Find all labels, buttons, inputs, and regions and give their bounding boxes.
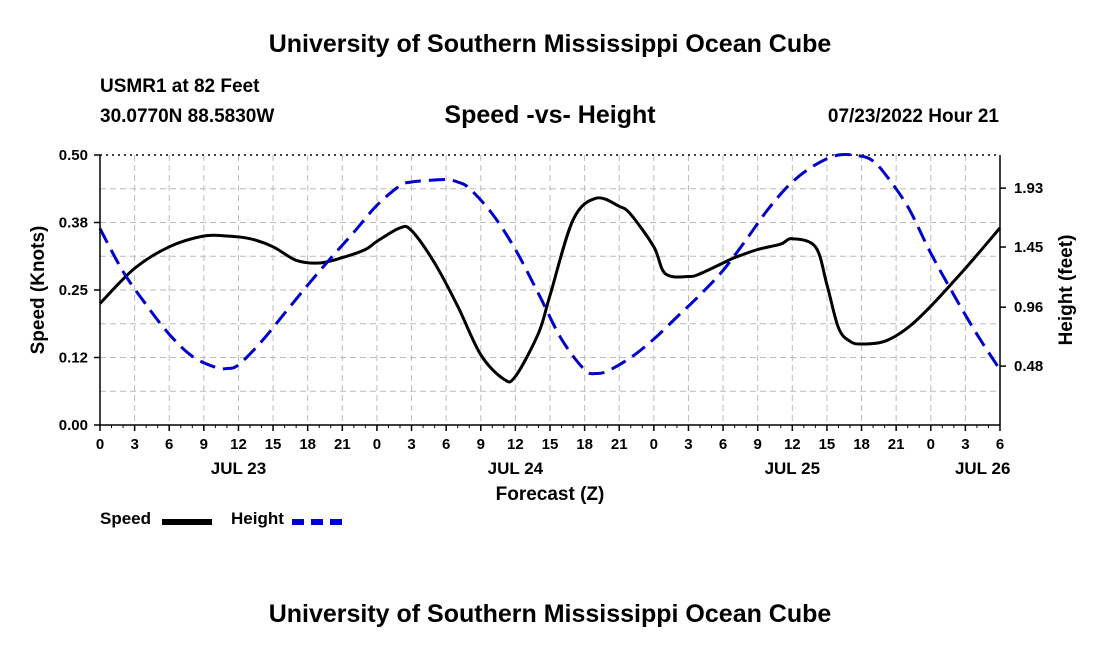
x-tick-label: 12 (230, 436, 247, 453)
series-layer (98, 152, 1002, 384)
x-axis-title: Forecast (Z) (496, 484, 605, 505)
x-tick-label: 18 (853, 436, 870, 453)
x-tick-label: 15 (265, 436, 282, 453)
date-label: JUL 25 (765, 459, 820, 478)
speed-series-line (98, 196, 1002, 384)
y-axis-title: Speed (Knots) (28, 226, 49, 355)
x-tick-label: 6 (719, 436, 727, 453)
x-tick-label: 0 (373, 436, 381, 453)
x-tick-label: 9 (200, 436, 208, 453)
y2-tick-label: 1.93 (1014, 180, 1043, 197)
top-title: University of Southern Mississippi Ocean… (268, 30, 832, 58)
y2-tick-label: 1.45 (1014, 239, 1043, 256)
x-tick-label: 12 (507, 436, 524, 453)
x-tick-label: 15 (542, 436, 559, 453)
speed-height-chart: 0 3 6 9 12 15 18 21 0 3 6 9 12 15 18 21 0 3 6 9 12 15 18 21 0 3 6 J… (28, 147, 1077, 505)
y-tick-label: 0.38 (59, 215, 88, 232)
location-label: 30.0770N 88.5830W (100, 106, 275, 127)
x-tick-label: 9 (477, 436, 485, 453)
date-label: JUL 24 (488, 459, 544, 478)
y-tick-label: 0.00 (59, 417, 88, 434)
x-tick-label: 3 (407, 436, 415, 453)
x-tick-label: 3 (684, 436, 692, 453)
timestamp-label: 07/23/2022 Hour 21 (827, 106, 999, 127)
x-tick-label: 21 (888, 436, 905, 453)
x-tick-label: 21 (334, 436, 351, 453)
chart-title: Speed -vs- Height (444, 101, 656, 129)
bottom-title: University of Southern Mississippi Ocean… (268, 600, 832, 628)
axis-layer: 0 3 6 9 12 15 18 21 0 3 6 9 12 15 18 21 0 3 6 9 12 15 18 21 0 3 6 J… (28, 147, 1077, 505)
date-label: JUL 26 (955, 459, 1010, 478)
x-tick-label: 18 (576, 436, 593, 453)
x-tick-label: 21 (611, 436, 628, 453)
y-tick-label: 0.25 (59, 282, 88, 299)
y2-axis-title: Height (feet) (1056, 235, 1077, 346)
x-tick-label: 18 (299, 436, 316, 453)
date-label: JUL 23 (211, 459, 266, 478)
x-tick-label: 3 (961, 436, 969, 453)
x-tick-label: 0 (650, 436, 658, 453)
legend-speed-line (162, 519, 212, 525)
x-tick-label: 6 (442, 436, 450, 453)
x-tick-label: 3 (130, 436, 138, 453)
station-label: USMR1 at 82 Feet (100, 76, 260, 97)
grid-layer (100, 154, 1000, 425)
y-tick-label: 0.12 (59, 350, 88, 367)
x-tick-label: 15 (819, 436, 836, 453)
y2-tick-label: 0.48 (1014, 358, 1043, 375)
x-tick-label: 9 (754, 436, 762, 453)
legend-speed-label: Speed (100, 509, 152, 528)
y-tick-label: 0.50 (59, 147, 88, 164)
height-series-line (98, 152, 1002, 376)
x-tick-label: 0 (96, 436, 104, 453)
y2-tick-label: 0.96 (1014, 299, 1043, 316)
legend-height-label: Height (231, 509, 284, 528)
legend-height-line (292, 519, 342, 525)
x-tick-label: 0 (927, 436, 935, 453)
x-tick-label: 6 (165, 436, 173, 453)
x-tick-label: 12 (784, 436, 801, 453)
x-tick-label: 6 (996, 436, 1004, 453)
